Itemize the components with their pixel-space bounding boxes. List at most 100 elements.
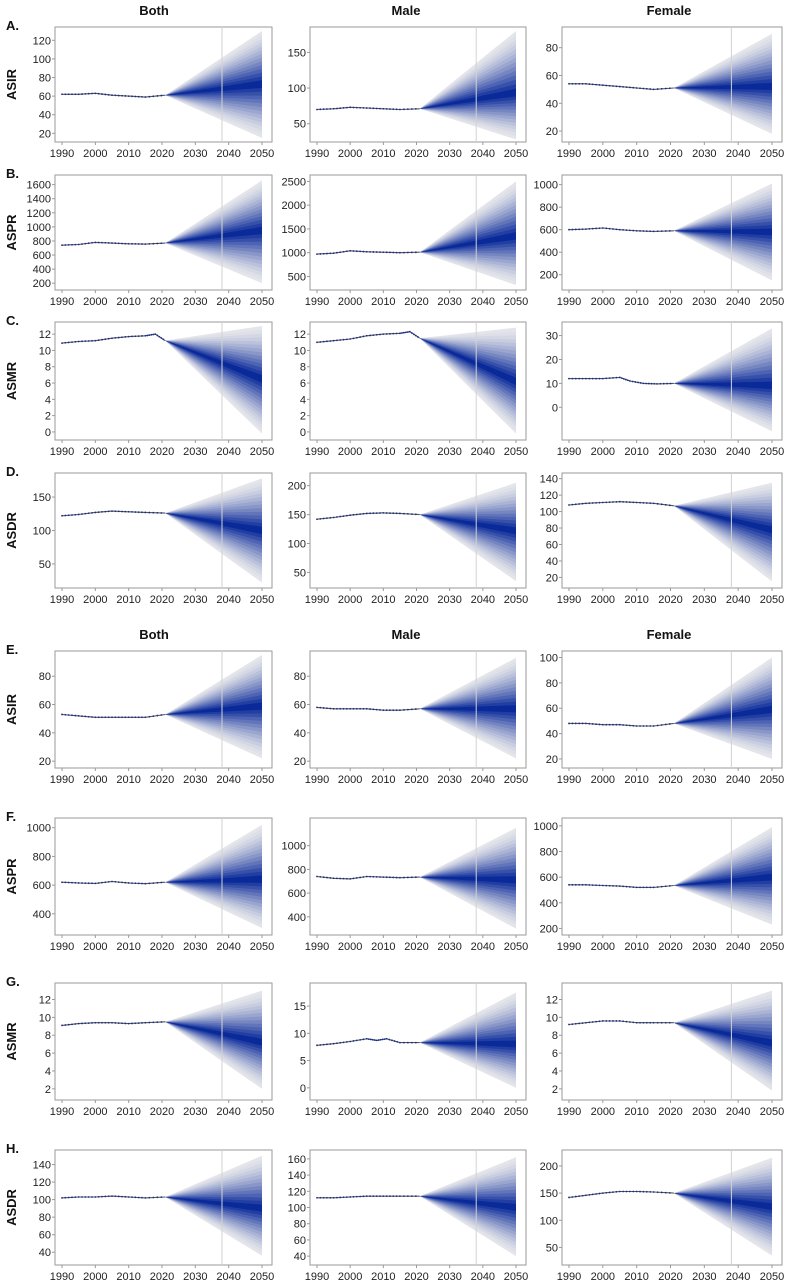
observed-point [392,1195,395,1198]
observed-point [632,1190,635,1193]
observed-point [369,1038,372,1041]
observed-point [104,241,107,244]
observed-point [369,107,371,110]
forecast-band [419,338,516,393]
observed-point [87,92,90,95]
observed-point [612,884,614,887]
observed-point [111,337,113,340]
observed-point [107,716,110,719]
observed-point [664,723,667,726]
panel-6-1: 400 600 800 1000 1990 2000 2010 2020 2030 2040 205… [4,809,274,953]
observed-point [637,381,639,384]
y-tick-label: 160 [288,1154,306,1166]
observed-point [369,512,371,515]
column-header-female-top: Female [647,3,692,18]
observed-point [653,382,656,385]
observed-point [635,501,638,504]
observed-point [635,886,638,889]
observed-point [598,723,601,726]
x-tick-label: 2000 [338,774,362,786]
observed-point [406,1041,409,1044]
y-tick-label: 400 [540,898,558,910]
plot-content [568,175,772,290]
x-tick-label: 2030 [437,296,461,308]
observed-point [642,382,645,385]
y-tick-label: 60 [39,700,51,712]
x-tick-label: 2040 [726,1106,750,1118]
observed-point [349,1196,352,1198]
observed-point [642,1190,645,1193]
observed-point [64,1196,67,1199]
observed-point [336,707,338,710]
observed-point [591,377,594,380]
observed-point [652,1191,655,1193]
observed-point [71,243,73,246]
forecast-mean-band [419,877,516,882]
observed-point [375,107,378,110]
observed-point [608,501,611,504]
observed-point [355,336,358,339]
x-tick-label: 2000 [83,594,107,606]
observed-point [369,334,371,337]
x-tick-label: 2020 [150,296,174,308]
observed-point [61,514,63,517]
observed-point [406,331,409,333]
observed-point [114,242,117,245]
observed-point [127,716,130,719]
observed-point [639,725,641,727]
row-label: D. [6,464,19,479]
forecast-mean-band [419,1196,516,1209]
observed-point [84,1022,87,1025]
observed-point [669,382,672,385]
y-tick-label: 100 [540,1215,558,1227]
plot-content [568,983,772,1100]
observed-point [649,502,652,505]
y-tick-label: 1000 [27,823,51,835]
y-tick-label: 800 [288,864,306,876]
observed-point [134,882,137,885]
observed-point [402,1195,405,1198]
forecast-mean-band [165,513,262,533]
observed-point [117,94,120,97]
x-tick-label: 2010 [371,774,395,786]
row-label: F. [6,809,16,824]
observed-point [121,242,123,245]
y-tick-label: 60 [546,539,558,551]
y-tick-label: 40 [39,1247,51,1259]
observed-point [152,1021,155,1024]
observed-point [574,883,577,886]
forecast-band [673,702,772,724]
observed-point [642,886,645,889]
observed-point [372,334,375,337]
forecast-band [165,76,262,96]
observed-point [107,1195,110,1198]
observed-point [632,1021,635,1024]
observed-point [612,501,614,503]
observed-point [67,514,70,517]
forecast-mean-band [419,234,516,253]
observed-point [578,82,581,85]
forecast-band [419,228,516,253]
observed-point [77,93,80,96]
observed-point [595,1020,597,1023]
y-tick-label: 60 [546,703,558,715]
x-tick-label: 2020 [150,941,174,953]
observed-point [595,1193,597,1195]
observed-point [64,514,67,517]
forecast-mean-band [165,340,262,381]
observed-point [101,511,103,513]
x-tick-label: 2010 [624,1271,648,1280]
y-tick-label: 80 [294,671,306,683]
x-tick-label: 2010 [371,1106,395,1118]
plot-content [316,322,516,440]
observed-point [568,504,570,506]
observed-point [392,108,395,111]
y-tick-label: 200 [540,270,558,282]
observed-point [632,501,635,504]
panel-6-3: 200 400 600 800 1000 1990 2000 2010 2020 2030 2040… [534,817,784,953]
observed-point [664,87,667,90]
x-tick-label: 2010 [624,594,648,606]
y-tick-label: 200 [540,923,558,935]
observed-point [156,1196,159,1199]
observed-point [319,253,322,255]
